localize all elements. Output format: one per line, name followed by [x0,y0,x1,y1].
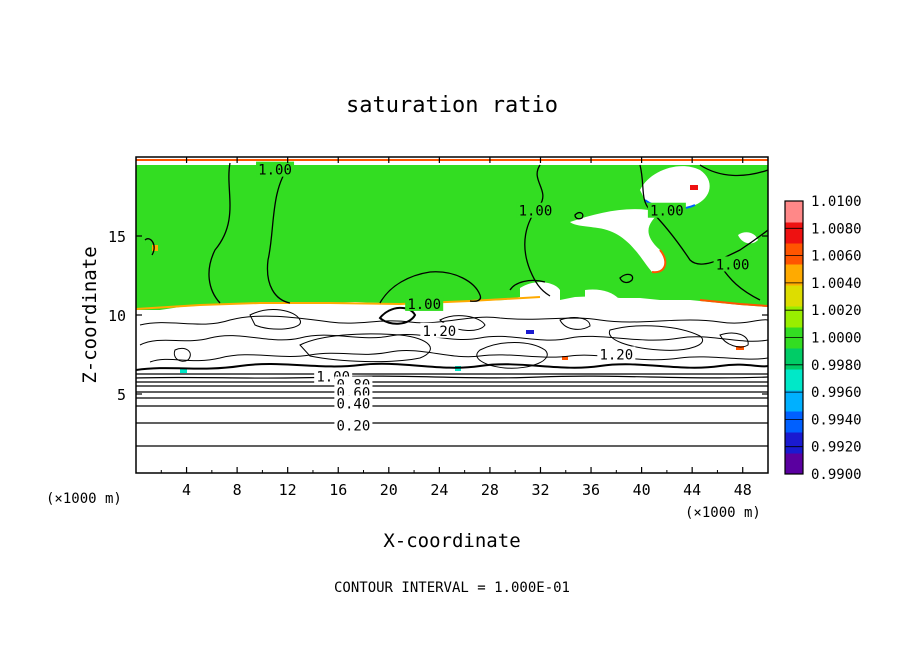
y-tick-label: 5 [117,386,126,404]
contour-lines [144,162,768,304]
x-tick-label: 28 [481,481,499,499]
colorbar-label: 0.9980 [811,358,862,374]
color-fringe [152,245,158,251]
cloud-clear-patch [585,289,618,300]
contour-label-halo [597,346,636,362]
y-tick-label: 10 [108,307,126,325]
colorbar-label: 0.9900 [811,467,862,483]
colorbar-swatch [785,411,803,433]
colorbar-label: 0.9960 [811,385,862,401]
contour-label: 0.40 [337,396,371,412]
contour-label-halo [420,322,459,338]
colorbar-swatch [785,306,803,328]
contour-label-halo [334,395,373,411]
colorbar-ticks: 1.0100 1.0080 1.0060 1.0040 1.0020 1.0000 0.99… [785,194,862,483]
x-axis-ticks: 4 8 12 16 20 24 28 32 36 40 44 48 [160,157,752,499]
contour-label: 1.00 [716,257,750,273]
contour-label: 1.00 [519,204,553,220]
colorbar-swatch [785,390,803,412]
contour-label-halo [405,295,444,311]
x-tick-label: 20 [380,481,398,499]
colorbar-swatch [785,201,803,223]
contour-label-halo [516,202,555,218]
colorbar-label: 1.0000 [811,331,862,347]
chart-title: saturation ratio [346,93,558,118]
x-tick-label: 40 [633,481,651,499]
x-tick-label: 44 [683,481,701,499]
contour-label: 1.00 [407,297,441,313]
contour-label: 1.00 [258,163,292,179]
x-tick-label: 24 [430,481,448,499]
colorbar-swatch [785,243,803,265]
colorbar-label: 1.0080 [811,221,862,237]
colorbar-swatch [785,264,803,286]
contour-label-halo [256,161,295,177]
colorbar-label: 1.0020 [811,303,862,319]
colorbar-swatch [785,453,803,475]
colorbar-swatch [785,369,803,391]
y-tick-label: 15 [108,228,126,246]
color-fringe [690,185,698,190]
saturated-region [136,165,768,310]
colorbar-label: 1.0060 [811,249,862,265]
x-tick-label: 4 [182,481,191,499]
x-unit-left: (×1000 m) [46,491,122,507]
colorbar-swatch [785,285,803,307]
contour-interval-note: CONTOUR INTERVAL = 1.000E-01 [334,580,570,596]
contour-label: 1.20 [423,324,457,340]
colorbar-swatch [785,222,803,244]
colorbar-label: 1.0100 [811,194,862,210]
color-fringe [699,299,768,307]
x-tick-label: 36 [582,481,600,499]
x-tick-label: 12 [279,481,297,499]
colorbar [784,200,804,475]
color-fringe [180,368,187,373]
contour-lines-bold [136,306,768,371]
colorbar-label: 0.9940 [811,412,862,428]
contour-label-halo [647,202,686,218]
stable-layer-contours [136,373,768,447]
x-tick-label: 16 [329,481,347,499]
color-fringe [526,330,534,334]
color-fringe [562,356,568,360]
colorbar-label: 0.9920 [811,440,862,456]
contour-label-halo [713,256,752,272]
y-axis-label: Z-coordinate [79,246,101,383]
color-fringe [651,249,667,274]
x-tick-label: 48 [734,481,752,499]
contour-label-halo [334,417,373,433]
cloud-clear-patch [640,166,710,209]
cloud-clear-patch [570,209,665,273]
contour-lines [139,309,768,369]
color-fringe [736,346,744,350]
contour-label: 1.00 [650,204,684,220]
y-axis-ticks: 5 10 15 [108,228,768,404]
colorbar-swatch [785,348,803,370]
x-unit-right: (×1000 m) [685,505,761,521]
contour-label-group: 1.001.001.001.001.001.201.201.000.800.60… [256,161,752,435]
colorbar-label: 1.0040 [811,276,862,292]
contour-label: 1.20 [599,348,633,364]
colorbar-swatch [785,432,803,454]
x-tick-label: 32 [531,481,549,499]
x-axis-label: X-coordinate [383,530,520,552]
contour-label: 0.20 [337,419,371,435]
x-tick-label: 8 [233,481,242,499]
